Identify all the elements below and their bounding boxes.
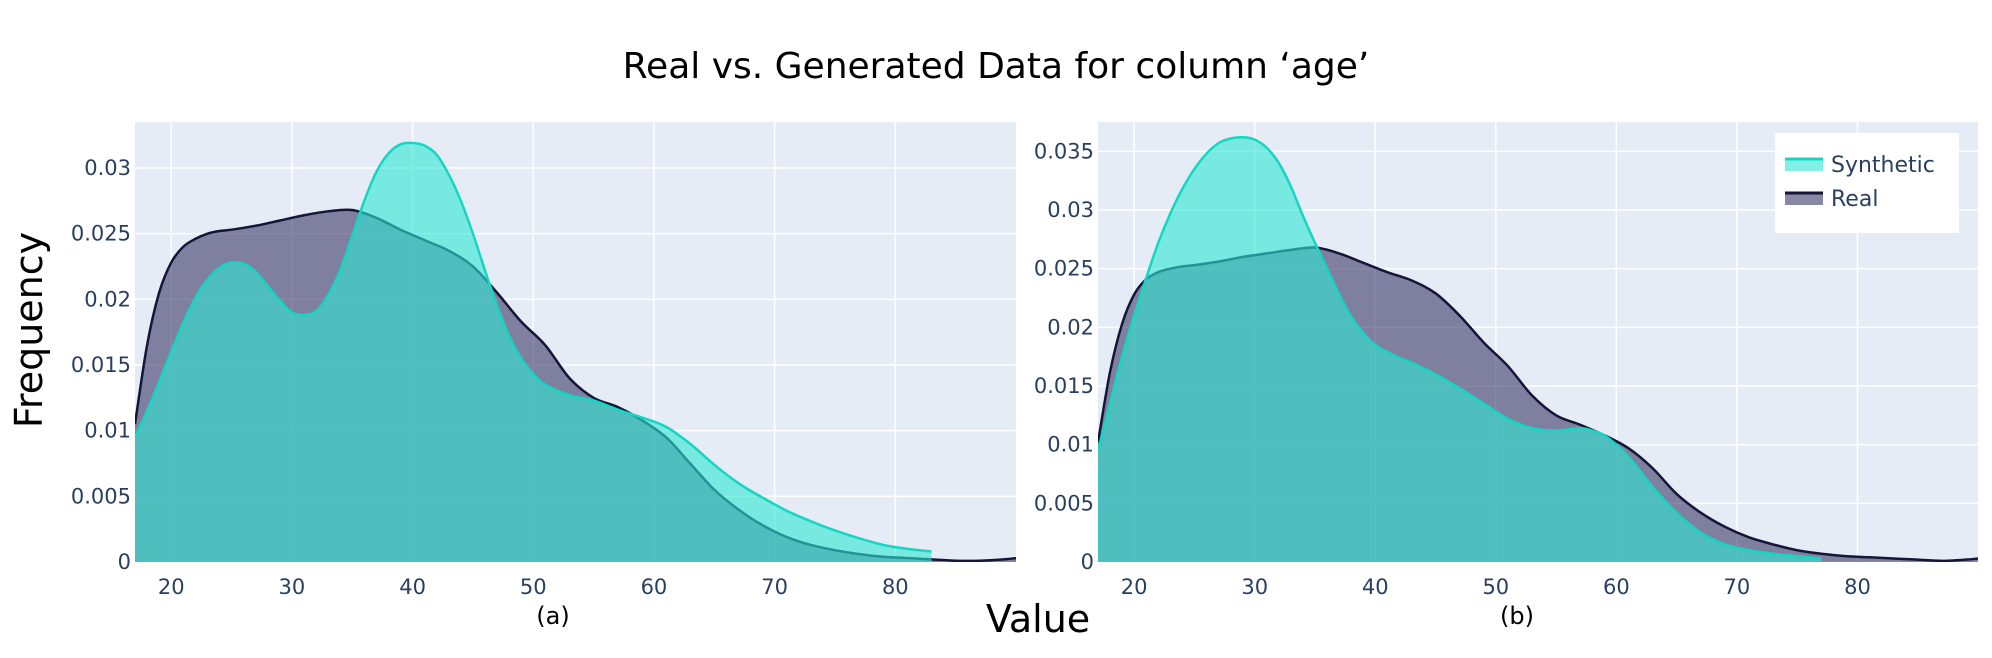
legend-swatch-synthetic [1785,159,1823,171]
y-tick-label: 0.03 [84,156,131,180]
y-tick-label: 0.01 [84,419,131,443]
chart-panel-b: 20 30 40 50 60 70 80 0 0.005 0.01 0.015 0.02 0.025 0.… [1034,122,1978,630]
y-axis-label: Frequency [7,232,51,428]
legend-label-real: Real [1831,187,1878,212]
y-tick-label: 0.02 [84,287,131,311]
y-tick-label: 0.005 [1034,491,1094,515]
legend-swatch-real [1785,193,1823,205]
figure-title: Real vs. Generated Data for column ‘age’ [623,46,1370,87]
chart-panel-a: 20 30 40 50 60 70 80 0 0.005 0.01 0.015 0.02 0.025 0.… [71,122,1016,630]
x-tick-label: 50 [520,575,547,599]
x-tick-label: 70 [761,575,788,599]
x-tick-label: 50 [1482,575,1509,599]
x-tick-label: 20 [1121,575,1148,599]
y-tick-label: 0.035 [1034,139,1094,163]
x-tick-label: 30 [1241,575,1268,599]
legend-label-synthetic: Synthetic [1831,153,1935,178]
x-tick-label: 40 [399,575,426,599]
series-synthetic-area [135,142,932,562]
x-tick-label: 60 [1603,575,1630,599]
series-synthetic-line [135,141,932,553]
legend-box [1775,133,1959,233]
x-tick-label: 60 [641,575,668,599]
panel-label: (b) [1500,602,1534,630]
legend: Synthetic Real [1775,133,1959,233]
x-tick-label: 70 [1724,575,1751,599]
x-tick-label: 80 [882,575,909,599]
panel-label: (a) [536,602,569,630]
x-tick-label: 80 [1844,575,1871,599]
x-tick-label: 20 [158,575,185,599]
y-tick-label: 0.025 [71,222,131,246]
y-tick-label: 0.025 [1034,257,1094,281]
y-tick-label: 0.015 [1034,374,1094,398]
y-tick-label: 0.03 [1047,198,1094,222]
x-tick-label: 30 [279,575,306,599]
x-axis-label: Value [986,597,1090,641]
series-synthetic-area [1098,137,1822,562]
y-tick-label: 0.02 [1047,315,1094,339]
y-tick-label: 0 [1081,550,1094,574]
y-tick-label: 0 [118,550,131,574]
y-tick-label: 0.015 [71,353,131,377]
x-tick-label: 40 [1362,575,1389,599]
series-synthetic-line [1098,135,1822,560]
y-tick-label: 0.005 [71,484,131,508]
y-tick-label: 0.01 [1047,433,1094,457]
